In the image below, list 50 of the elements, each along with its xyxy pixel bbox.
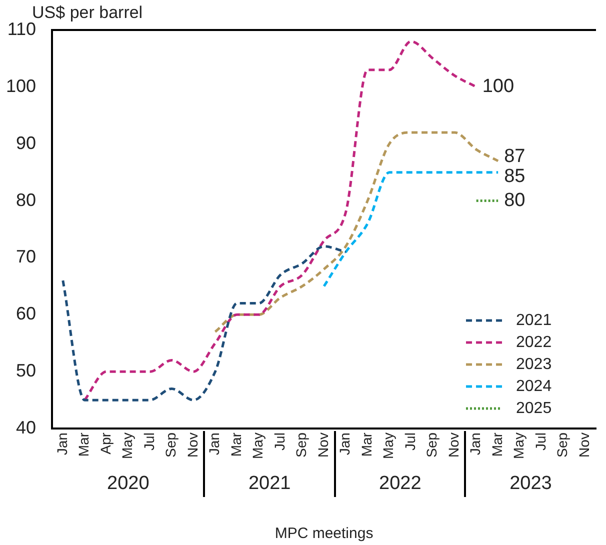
x-tick-label: Jul xyxy=(140,432,157,450)
x-tick-label: May xyxy=(250,432,266,460)
y-tick-label: 60 xyxy=(16,304,36,324)
x-tick-label: Mar xyxy=(358,432,374,457)
x-tick-label: Jan xyxy=(467,432,484,456)
line-series xyxy=(322,171,500,288)
y-tick-label: 90 xyxy=(16,132,36,153)
x-tick-label: Sep xyxy=(293,432,310,458)
text: 2020 xyxy=(107,472,150,494)
line-series xyxy=(62,245,348,402)
y-tick-label: 100 xyxy=(6,76,36,96)
x-tick-label: May xyxy=(380,432,396,460)
y-tick-label: 40 xyxy=(16,418,36,438)
data-label: 87 xyxy=(504,146,526,167)
x-tick-label: Mar xyxy=(488,432,505,457)
y-tick-label: 80 xyxy=(16,190,36,210)
x-tick-label: Jul xyxy=(532,432,548,450)
text: 2022 xyxy=(379,472,422,494)
x-tick-label: Mar xyxy=(228,432,244,457)
text: 2023 xyxy=(510,472,552,494)
legend-label: 2023 xyxy=(516,356,552,373)
x-tick-label: Sep xyxy=(424,432,440,458)
legend-label: 2021 xyxy=(516,312,552,329)
x-tick-label: Mar xyxy=(76,432,92,457)
x-tick-label: Nov xyxy=(576,432,592,458)
x-axis-title: MPC meetings xyxy=(274,525,374,542)
x-tick-label: Jan xyxy=(336,432,353,456)
x-tick-label: Jan xyxy=(206,432,222,456)
x-tick-label: Jul xyxy=(402,432,418,450)
x-tick-label: May xyxy=(119,432,136,460)
x-tick-label: Jul xyxy=(271,432,288,450)
x-tick-label: Apr xyxy=(97,432,114,454)
legend-label: 2025 xyxy=(516,400,552,417)
line-series xyxy=(214,131,500,334)
x-tick-label: May xyxy=(510,432,527,460)
data-label: 80 xyxy=(504,190,526,212)
y-tick-label: 70 xyxy=(16,246,36,267)
x-tick-label: Sep xyxy=(554,432,570,458)
x-tick-label: Nov xyxy=(314,432,331,458)
legend-label: 2022 xyxy=(516,334,552,351)
data-label: 100 xyxy=(482,76,514,98)
line-series xyxy=(83,40,478,402)
data-label: 85 xyxy=(504,166,526,187)
x-tick-label: Nov xyxy=(184,432,200,458)
y-tick-label: 50 xyxy=(16,360,36,381)
text: 2021 xyxy=(248,472,291,494)
x-tick-label: Nov xyxy=(445,432,462,458)
legend-label: 2024 xyxy=(516,378,552,395)
x-tick-label: Sep xyxy=(162,432,179,458)
x-tick-label: Jan xyxy=(54,432,70,456)
